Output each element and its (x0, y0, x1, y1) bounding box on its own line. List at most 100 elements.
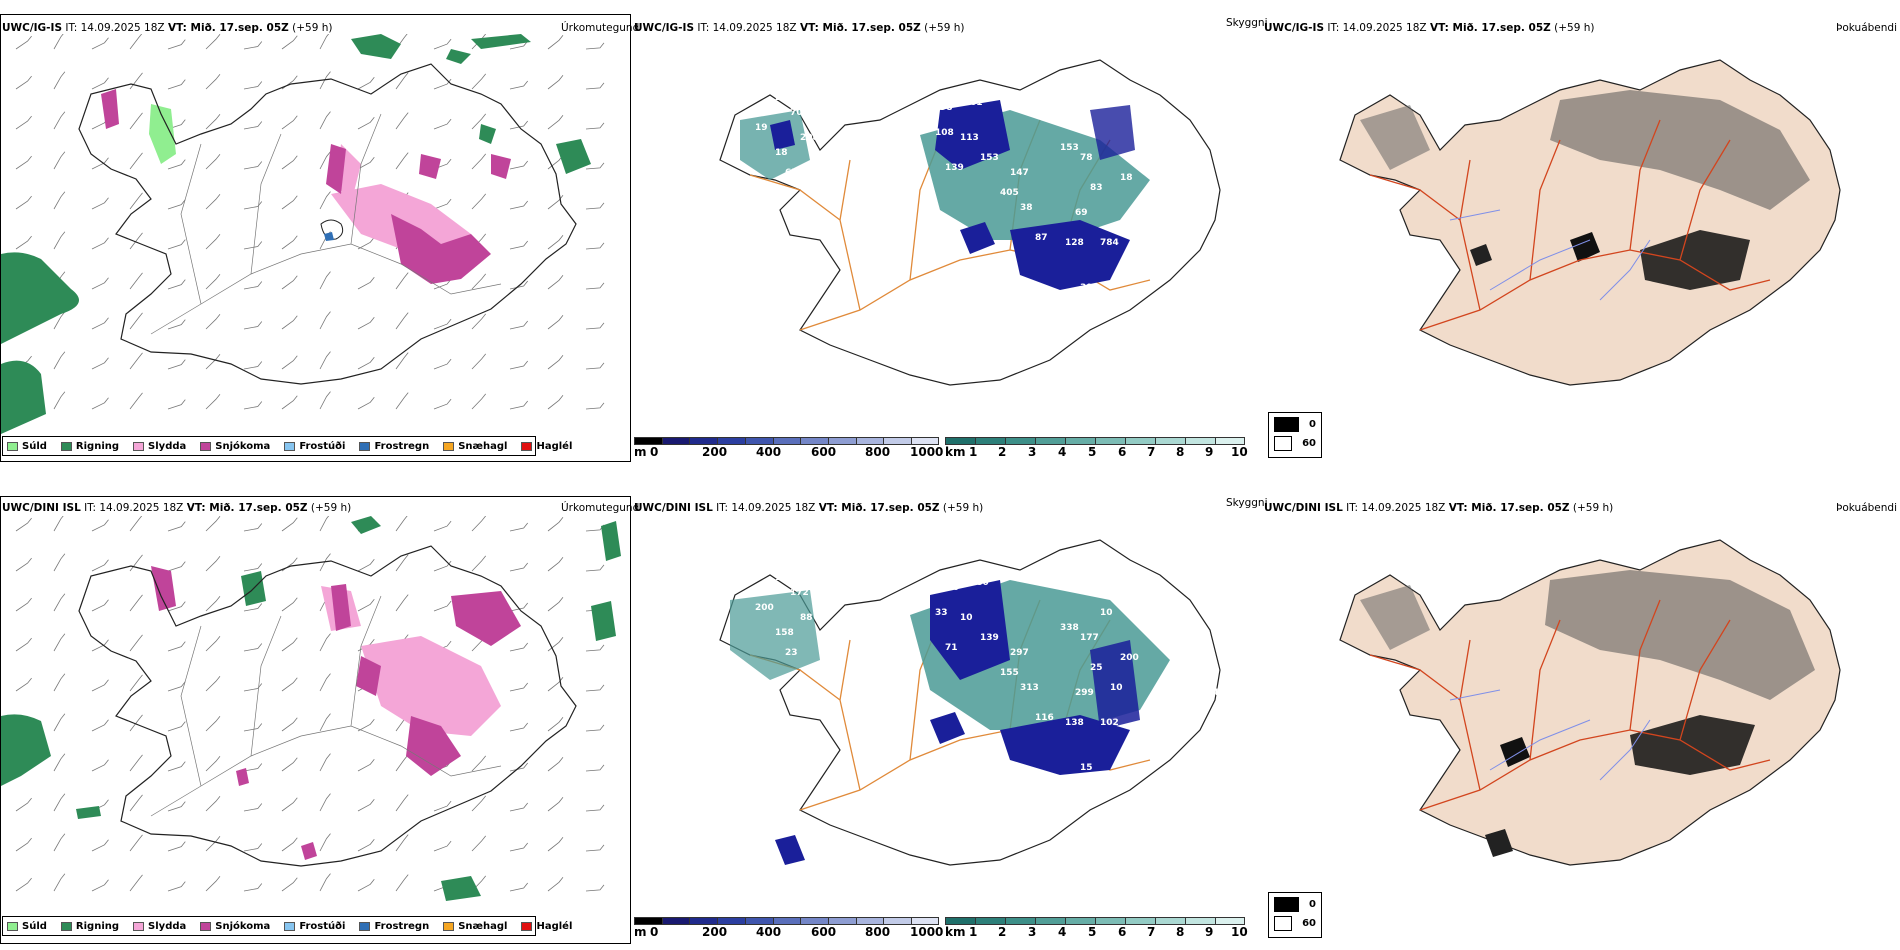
cloud-top-value: 33 (935, 608, 948, 618)
wind-barb (205, 795, 221, 812)
wind-barb (585, 804, 605, 812)
wind-barb (129, 312, 143, 330)
wind-barb (509, 642, 529, 652)
colorbar-segment (855, 437, 884, 445)
legend-rain: Rigning (60, 441, 119, 452)
colorbar-segment (717, 917, 745, 925)
wind-barb (15, 637, 32, 652)
tick: 200 (702, 445, 728, 459)
legend-swatch (359, 441, 371, 451)
wind-barb (585, 202, 605, 210)
cloud-top-value: 19 (755, 123, 768, 133)
fog-dark (1470, 244, 1492, 266)
legend-hail: Haglél (521, 921, 572, 932)
wind-barb (53, 351, 66, 370)
colorbar-segment (744, 917, 773, 925)
wind-barb (15, 597, 32, 612)
wind-barb (243, 161, 263, 170)
wind-barb (585, 564, 605, 572)
cloud-top-value: 338 (1060, 623, 1079, 633)
wind-barb (509, 400, 529, 410)
coastline (78, 545, 577, 867)
cloud-top-value: 398 (1080, 283, 1099, 293)
colorbar-segment (1035, 437, 1065, 445)
wind-barb (395, 754, 409, 772)
colorbar-segment (1095, 917, 1125, 925)
wind-barb (281, 35, 298, 50)
wind-barb (205, 835, 221, 852)
legend-swatch (200, 921, 212, 931)
km-colorbar-ticks: km 1 2 3 4 5 6 7 8 9 10 (945, 445, 1265, 459)
wind-barb (167, 79, 186, 90)
lead-time: (+59 h) (1554, 22, 1595, 34)
m-colorbar-ticks: m 0 200 400 600 800 1000 (634, 445, 943, 459)
cloud-blue (935, 100, 1010, 170)
colorbar-segment (975, 437, 1005, 445)
wind-barb (167, 39, 186, 50)
wind-barb (509, 722, 529, 732)
wind-barb (243, 401, 263, 410)
lead-time: (+59 h) (1572, 502, 1614, 514)
wind-barb (129, 834, 143, 852)
wind-barb (205, 73, 221, 90)
wind-barb (129, 594, 143, 612)
wind-barb (129, 232, 143, 250)
tick: 5 (1088, 445, 1097, 459)
wind-barb (129, 634, 143, 652)
colorbar-segment (744, 437, 773, 445)
wind-barb (319, 191, 331, 210)
wind-barb (281, 877, 298, 892)
legend-swatch (7, 921, 18, 931)
cloud-panel-title-1: UWC/IG-IS IT: 14.09.2025 18Z VT: Mið. 17… (634, 22, 965, 34)
model-label: UWC/IG-IS (634, 22, 695, 34)
wind-barb (167, 841, 186, 852)
cloud-top-value: 113 (960, 133, 979, 143)
wind-barb (53, 793, 66, 812)
tick: 1000 (910, 445, 944, 459)
legend-snow: Snjókoma (200, 921, 270, 932)
wind-barb (167, 561, 186, 572)
wind-barb (585, 122, 605, 130)
wind-barb (243, 201, 263, 210)
wind-barb (319, 311, 331, 330)
rain-area (591, 601, 616, 641)
wind-barb (53, 873, 66, 892)
wind-barb (319, 873, 331, 892)
tick: 7 (1147, 925, 1156, 939)
legend-snow-pellets: Snæhagl (443, 921, 507, 932)
cloud-top-value: 313 (1020, 683, 1039, 693)
tick: 3 (1028, 925, 1037, 939)
wind-barb (129, 112, 143, 130)
wind-barb (547, 355, 564, 370)
colorbar-segment (1065, 917, 1095, 925)
wind-barb (319, 151, 331, 170)
valid-time: VT: Mið. 17.sep. 05Z (818, 502, 940, 514)
wind-barb (395, 392, 409, 410)
precip-legend-1: Súld Rigning Slydda Snjókoma Frostúði Fr… (2, 436, 572, 456)
colorbar-segment (911, 917, 939, 925)
cloud-top-value: 177 (1080, 633, 1099, 643)
wind-barb (243, 683, 263, 692)
snow-area (301, 842, 317, 860)
sleet-area (361, 636, 501, 736)
km-colorbar-segments (945, 917, 1265, 925)
wind-barb (509, 120, 529, 130)
cloud-top-value: 18 (775, 148, 788, 158)
model-label: UWC/DINI ISL (1264, 502, 1343, 514)
fog-map-2 (1339, 539, 1841, 866)
wind-barb (53, 111, 66, 130)
tick: 400 (756, 925, 782, 939)
wind-barb (357, 759, 375, 772)
precip-map-1 (1, 34, 605, 434)
rain-area (441, 876, 481, 901)
fog-swatch (1274, 916, 1293, 931)
fog-dark (1630, 715, 1755, 775)
cloud-top-value: 88 (1180, 643, 1193, 653)
legend-rain: Rigning (60, 921, 119, 932)
colorbar-segment (772, 917, 801, 925)
wind-barb (205, 675, 221, 692)
cloud-top-value: 158 (775, 628, 794, 638)
wind-barb (319, 34, 330, 50)
wind-barb (585, 644, 605, 652)
wind-barb (243, 763, 263, 772)
